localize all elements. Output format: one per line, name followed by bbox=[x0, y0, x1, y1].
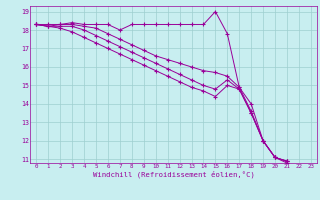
X-axis label: Windchill (Refroidissement éolien,°C): Windchill (Refroidissement éolien,°C) bbox=[93, 171, 254, 178]
